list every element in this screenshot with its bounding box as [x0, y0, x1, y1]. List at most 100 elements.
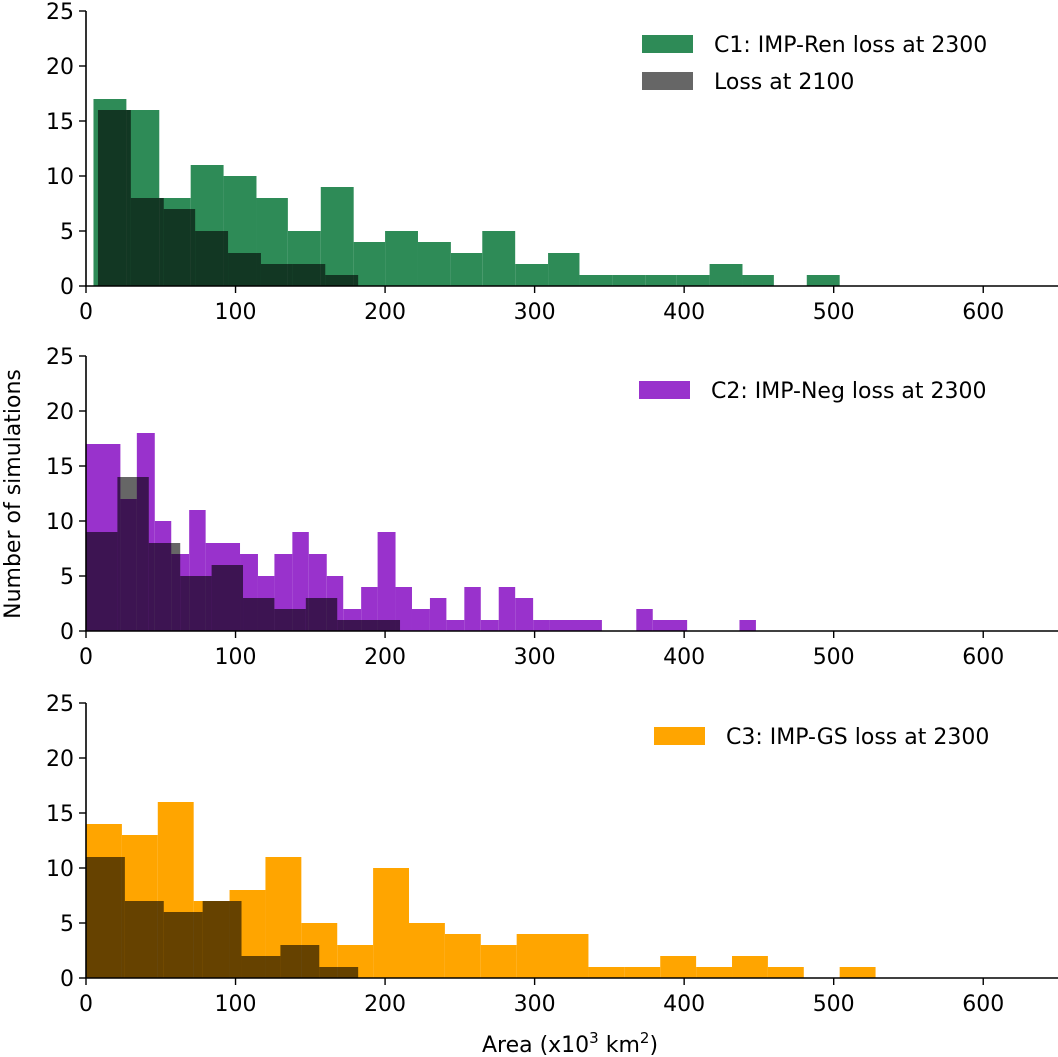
histogram-bar: [515, 264, 549, 286]
y-tick-label: 15: [46, 802, 74, 827]
x-tick-label: 200: [364, 645, 406, 670]
x-tick-label: 100: [215, 645, 257, 670]
histogram-bar: [767, 967, 804, 978]
panel-top: 0 5 10 15 20 25 0 100 200 300 400 500 600 C1: IMP-Ren…: [46, 0, 1058, 325]
histogram-bar: [274, 609, 306, 631]
histogram-bar: [241, 956, 281, 978]
histogram-bar: [652, 620, 688, 631]
histogram-bar: [260, 264, 293, 286]
histogram-bar: [86, 857, 125, 978]
legend-label: C1: IMP-Ren loss at 2300: [714, 33, 987, 58]
x-tick-label: 500: [813, 992, 855, 1017]
y-tick-label: 20: [46, 400, 74, 425]
histogram-bar: [385, 231, 418, 286]
histogram-bar: [480, 945, 517, 978]
x-tick-label: 200: [364, 300, 406, 325]
y-tick-label: 5: [60, 565, 74, 590]
y-tick-label: 10: [46, 857, 74, 882]
legend-swatch: [654, 727, 705, 745]
x-tick-label: 400: [663, 992, 705, 1017]
histogram-bar: [446, 620, 465, 631]
histogram-bar: [211, 565, 244, 631]
panel-bottom: 0 5 10 15 20 25 0 100 200 300 400 500 600 C3: IMP-GS …: [46, 692, 1058, 1017]
histogram-bar: [482, 231, 516, 286]
y-tick-label: 20: [46, 747, 74, 772]
histogram-bar: [549, 620, 602, 631]
histogram-bar: [180, 576, 212, 631]
histogram-bar: [411, 609, 430, 631]
x-tick-label: 500: [813, 645, 855, 670]
legend-swatch: [642, 72, 693, 90]
y-tick-label: 10: [46, 165, 74, 190]
histogram-bar: [696, 967, 733, 978]
histogram-bar: [202, 901, 242, 978]
histogram-bar: [292, 532, 309, 631]
histogram-bar: [516, 934, 589, 978]
x-tick-label: 600: [962, 645, 1004, 670]
histogram-bar: [533, 620, 550, 631]
histogram-bar: [480, 620, 499, 631]
legend-label: C3: IMP-GS loss at 2300: [726, 725, 989, 750]
histogram-bar: [429, 598, 447, 631]
x-tick-label: 600: [962, 300, 1004, 325]
histogram-bar: [280, 945, 320, 978]
histogram-bar: [739, 620, 756, 631]
histogram-bar: [548, 253, 580, 286]
histogram-bar: [839, 967, 876, 978]
histogram-bar: [353, 242, 386, 286]
histogram-bar: [742, 275, 774, 286]
legend-label: Loss at 2100: [714, 70, 854, 95]
histogram-bar: [337, 620, 401, 631]
x-tick-label: 300: [514, 992, 556, 1017]
histogram-bar: [228, 253, 261, 286]
histogram-bar: [195, 231, 229, 286]
x-tick-label: 100: [215, 300, 257, 325]
histogram-bar: [588, 967, 625, 978]
x-tick-label: 400: [663, 645, 705, 670]
y-tick-label: 25: [46, 345, 74, 370]
y-tick-label: 20: [46, 55, 74, 80]
series-loss-2100: [86, 857, 359, 978]
histogram-bar: [676, 275, 710, 286]
y-tick-label: 0: [60, 275, 74, 300]
histogram-bar: [624, 967, 661, 978]
x-tick-label: 300: [514, 300, 556, 325]
histogram-bar: [444, 934, 481, 978]
y-tick-label: 25: [46, 0, 74, 25]
y-tick-label: 0: [60, 967, 74, 992]
x-tick-label: 0: [79, 645, 93, 670]
y-tick-label: 5: [60, 220, 74, 245]
x-tick-label: 100: [215, 992, 257, 1017]
y-tick-label: 10: [46, 510, 74, 535]
histogram-bar: [660, 956, 697, 978]
y-tick-label: 5: [60, 912, 74, 937]
histogram-bar: [636, 609, 653, 631]
histogram-bar: [148, 543, 181, 631]
histogram-bar: [325, 275, 359, 286]
histogram-bar: [450, 253, 483, 286]
histogram-bar: [86, 532, 118, 631]
legend-swatch: [639, 381, 690, 399]
histogram-bar: [498, 587, 516, 631]
histogram-bar: [130, 198, 164, 286]
histogram-bar: [417, 242, 451, 286]
y-axis-label: Number of simulations: [1, 369, 26, 619]
histogram-bar: [124, 901, 164, 978]
histogram-bar: [409, 923, 445, 978]
legend: C1: IMP-Ren loss at 2300 Loss at 2100: [642, 33, 987, 95]
histogram-bar: [243, 598, 275, 631]
x-tick-label: 600: [962, 992, 1004, 1017]
x-tick-label: 300: [514, 645, 556, 670]
histogram-bar: [305, 598, 338, 631]
histogram-bar: [645, 275, 677, 286]
x-tick-label: 200: [364, 992, 406, 1017]
y-tick-label: 25: [46, 692, 74, 717]
legend: C2: IMP-Neg loss at 2300: [639, 379, 986, 404]
histogram-bar: [515, 598, 534, 631]
histogram-bar: [117, 477, 149, 631]
legend-swatch: [642, 35, 693, 53]
x-tick-label: 400: [663, 300, 705, 325]
histogram-bar: [163, 209, 196, 286]
histogram-bar: [373, 868, 409, 978]
